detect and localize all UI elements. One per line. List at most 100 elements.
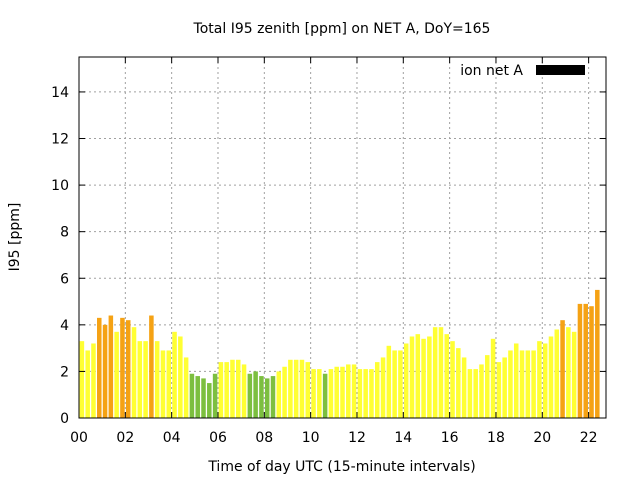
bar	[270, 376, 276, 418]
bar	[340, 366, 345, 418]
bar	[467, 369, 473, 418]
bar	[513, 343, 519, 418]
bar	[149, 315, 154, 418]
x-tick-label: 00	[70, 430, 88, 446]
bar	[317, 369, 322, 418]
bar	[160, 350, 166, 418]
y-tick-label: 6	[60, 271, 69, 287]
bar	[496, 362, 502, 418]
grid-lines	[79, 57, 606, 418]
x-tick-label: 20	[533, 430, 551, 446]
bar	[91, 343, 96, 418]
bar	[473, 369, 478, 418]
bar	[357, 369, 363, 418]
bar	[120, 317, 125, 418]
bar	[143, 341, 148, 418]
bar	[374, 362, 380, 418]
bar	[102, 324, 108, 418]
y-tick-label: 4	[60, 318, 69, 334]
y-tick-label: 14	[51, 85, 69, 101]
bar	[299, 359, 305, 418]
bar	[195, 376, 200, 418]
x-tick-label: 10	[302, 430, 320, 446]
bar	[363, 369, 368, 418]
bar	[224, 362, 229, 418]
bar	[85, 350, 90, 418]
plot-frame	[78, 56, 607, 419]
bar	[178, 336, 183, 418]
bar	[589, 306, 594, 418]
bar	[415, 334, 421, 418]
y-tick-label: 10	[51, 178, 69, 194]
x-axis-label: Time of day UTC (15-minute intervals)	[207, 459, 475, 475]
bar	[403, 343, 409, 418]
bar	[207, 383, 212, 418]
x-tick-label: 12	[348, 430, 366, 446]
x-tick-label: 14	[394, 430, 412, 446]
x-tick-label: 02	[116, 430, 134, 446]
bar	[444, 334, 450, 418]
bar	[583, 303, 588, 418]
y-axis-label: I95 [ppm]	[7, 203, 23, 272]
bar	[108, 315, 114, 418]
bar	[508, 350, 513, 418]
bar	[125, 320, 131, 418]
y-tick-label: 0	[60, 411, 69, 427]
bar	[542, 343, 548, 418]
bar	[346, 364, 351, 418]
y-tick-label: 8	[60, 225, 69, 241]
bars	[79, 289, 600, 418]
bar	[137, 341, 143, 418]
bar	[525, 350, 531, 418]
bar	[311, 369, 316, 418]
bar	[189, 373, 195, 418]
bar	[264, 378, 270, 418]
x-tick-label: 22	[580, 430, 598, 446]
bar	[392, 350, 397, 418]
axis-ticks	[78, 57, 606, 419]
bar	[461, 357, 467, 418]
legend-label: ion net A	[460, 63, 523, 79]
bar	[519, 350, 525, 418]
bar	[485, 355, 490, 418]
bar	[114, 331, 119, 418]
bar	[235, 359, 241, 418]
bar	[595, 289, 600, 418]
bar	[328, 369, 334, 418]
bar	[432, 327, 438, 418]
bar	[183, 357, 189, 418]
bar	[201, 378, 206, 418]
bar	[502, 357, 507, 418]
bar	[259, 376, 264, 418]
bar	[409, 336, 415, 418]
y-tick-label: 12	[51, 132, 69, 148]
bar	[380, 357, 386, 418]
bar	[450, 341, 455, 418]
legend-swatch	[536, 65, 585, 75]
bar	[288, 359, 293, 418]
bar	[427, 336, 432, 418]
bar	[293, 359, 299, 418]
bar	[560, 320, 565, 418]
x-tick-label: 16	[441, 430, 459, 446]
bar	[131, 327, 137, 418]
x-tick-label: 06	[209, 430, 227, 446]
bar	[554, 329, 560, 418]
bar	[322, 373, 328, 418]
bar	[571, 331, 577, 418]
legend: ion net A	[460, 63, 585, 79]
bar	[566, 327, 571, 418]
bar	[490, 338, 496, 418]
bar	[241, 364, 247, 418]
bar	[154, 341, 160, 418]
bar	[79, 341, 85, 418]
bar	[172, 331, 177, 418]
bar	[421, 338, 426, 418]
bar	[386, 345, 392, 418]
chart-title: Total I95 zenith [ppm] on NET A, DoY=165	[193, 21, 491, 37]
x-tick-label: 08	[255, 430, 273, 446]
x-tick-label: 18	[487, 430, 505, 446]
bar	[577, 303, 583, 418]
bar	[282, 366, 287, 418]
